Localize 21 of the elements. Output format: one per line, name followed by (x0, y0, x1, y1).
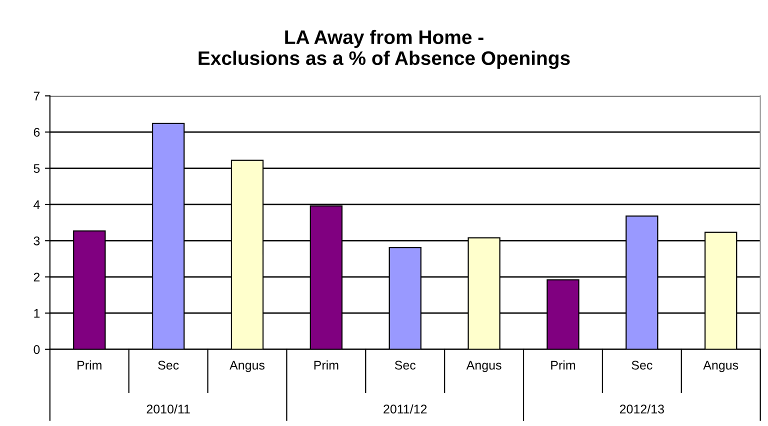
x-tick-label: Sec (158, 360, 179, 370)
text: 2012/13 (620, 404, 664, 414)
text: 2010/11 (146, 404, 190, 414)
y-tick-label: 6 (34, 128, 40, 137)
y-tick-label: 3 (34, 236, 40, 246)
y-tick-label: 2 (34, 272, 40, 282)
y-tick-label: 1 (34, 309, 40, 318)
y-tick-label: 7 (34, 92, 40, 100)
x-tick-label: Prim (78, 360, 102, 370)
y-tick-label: 5 (34, 164, 40, 173)
x-tick-label: Angus (466, 360, 502, 372)
chart-title: LA Away from Home - Exclusions as a % of Absence Openings (198, 30, 570, 69)
text: 2011/12 (384, 404, 427, 414)
x-tick-label: Sec (632, 360, 652, 370)
x-tick-label: Prim (551, 360, 576, 370)
y-tick-label: 4 (34, 200, 40, 210)
x-tick-label: Angus (703, 360, 738, 372)
x-tick-label: Sec (394, 360, 416, 370)
y-tick-label: 0 (34, 345, 40, 354)
x-tick-label: Angus (230, 360, 265, 372)
x-tick-label: Prim (314, 360, 338, 370)
